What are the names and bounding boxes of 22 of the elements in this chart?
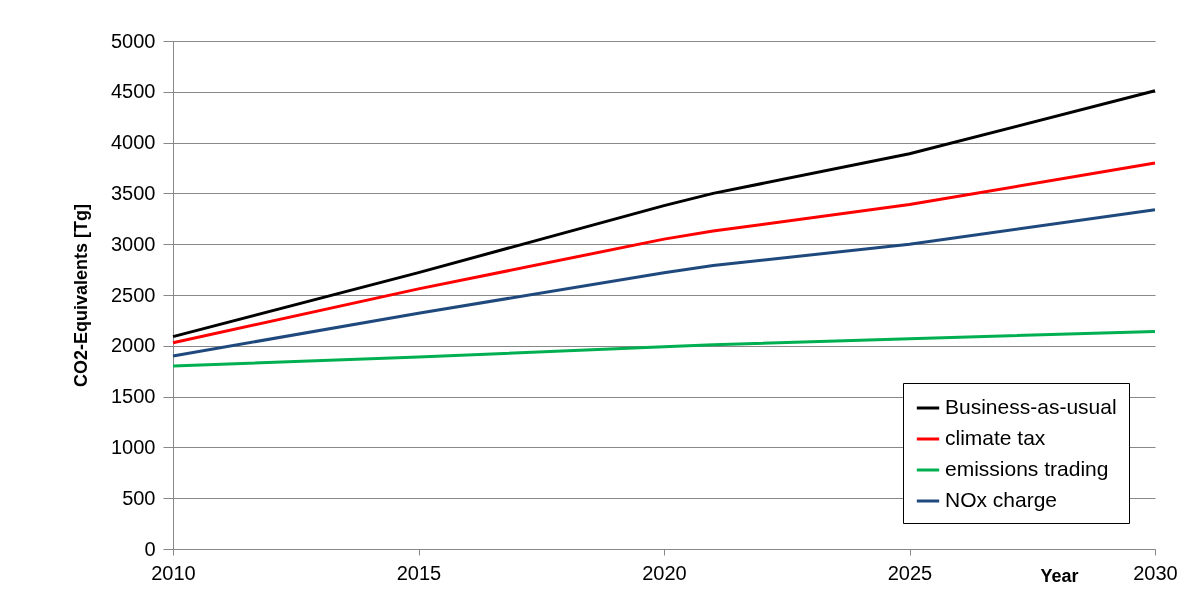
y-tick-label: 3000 xyxy=(111,232,156,255)
x-axis-title: Year xyxy=(1040,565,1079,586)
x-tick-label: 2020 xyxy=(642,561,687,584)
y-tick-label: 4000 xyxy=(111,131,156,154)
y-tick-label: 1500 xyxy=(111,385,156,408)
legend-label: NOx charge xyxy=(945,488,1058,511)
x-tick-label: 2030 xyxy=(1133,561,1178,584)
x-tick-label: 2025 xyxy=(887,561,933,584)
y-tick-label: 2500 xyxy=(111,283,156,306)
legend-label: climate tax xyxy=(945,426,1046,449)
y-tick-label: 0 xyxy=(144,537,156,560)
y-tick-label: 4500 xyxy=(111,80,156,103)
legend-label: emissions trading xyxy=(945,457,1109,480)
x-tick-label: 2015 xyxy=(396,561,442,584)
legend-label: Business-as-usual xyxy=(945,395,1117,418)
x-tick-label: 2010 xyxy=(151,561,196,584)
y-tick-label: 1000 xyxy=(111,435,156,458)
y-tick-label: 5000 xyxy=(111,29,156,52)
y-tick-label: 3500 xyxy=(111,181,156,204)
y-tick-label: 500 xyxy=(122,486,156,509)
y-tick-label: 2000 xyxy=(111,334,156,357)
y-axis-title: CO2-Equivalents [Tg] xyxy=(71,203,92,388)
